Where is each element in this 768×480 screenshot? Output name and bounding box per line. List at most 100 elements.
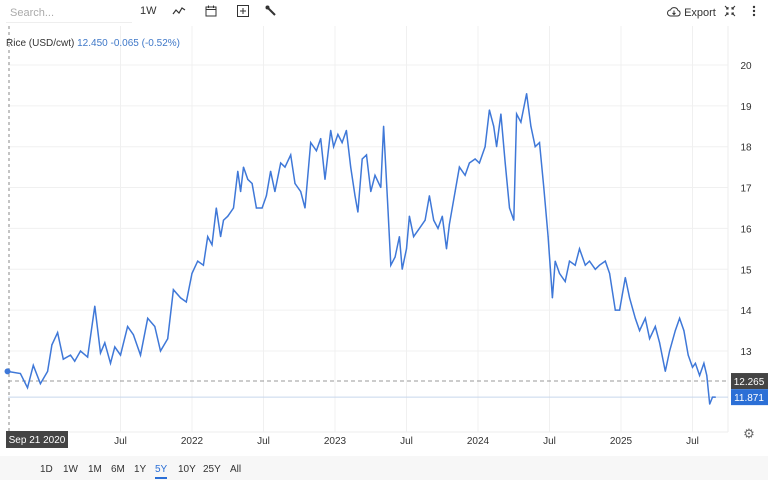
export-button[interactable]: Export: [667, 6, 716, 19]
data-point: [543, 186, 545, 189]
data-point: [568, 260, 571, 262]
data-point: [614, 309, 616, 311]
data-point: [94, 305, 96, 307]
x-tick-label: Jul: [257, 436, 270, 447]
x-tick-label: 2023: [324, 436, 347, 447]
y-tick-label: 15: [740, 265, 752, 276]
range-10y[interactable]: 10Y: [178, 464, 196, 475]
y-tick-label: 19: [740, 102, 752, 113]
range-1y[interactable]: 1Y: [134, 464, 147, 475]
data-point: [458, 166, 461, 168]
data-point: [154, 325, 156, 328]
chart-type-line-icon[interactable]: [172, 5, 186, 20]
calendar-icon[interactable]: [205, 5, 217, 20]
data-point: [474, 158, 476, 160]
data-point: [554, 260, 556, 262]
price-chart[interactable]: 13 14 15 16 17 18 19 20 Jul 2022 Jul 2023 Jul 2024 Jul…: [0, 26, 768, 456]
data-point: [520, 121, 522, 123]
data-point: [159, 350, 162, 352]
data-point: [706, 374, 708, 377]
y-tick-label: 13: [740, 347, 752, 358]
data-point: [504, 162, 506, 164]
data-point: [500, 113, 502, 115]
export-label: Export: [684, 7, 716, 19]
chart-legend: Rice (USD/cwt) 12.450 -0.065 (-0.52%): [6, 38, 180, 49]
data-point: [109, 362, 112, 364]
data-point: [380, 186, 382, 189]
data-point: [320, 137, 322, 140]
data-point: [220, 235, 222, 238]
data-point: [530, 125, 532, 127]
data-point: [300, 191, 302, 193]
data-point: [654, 325, 656, 328]
data-point: [104, 342, 106, 344]
data-point: [424, 219, 426, 221]
data-point: [413, 235, 415, 238]
price-line: [7, 93, 716, 405]
range-1w[interactable]: 1W: [63, 464, 78, 475]
data-point: [207, 235, 209, 238]
data-point: [547, 235, 549, 238]
data-point: [172, 289, 175, 291]
range-1m[interactable]: 1M: [88, 464, 102, 475]
data-point: [387, 207, 389, 209]
data-point: [454, 191, 456, 193]
data-point: [46, 370, 49, 373]
data-point: [222, 219, 225, 221]
data-point: [401, 268, 403, 270]
data-point: [99, 352, 102, 354]
data-point: [709, 403, 711, 405]
range-25y[interactable]: 25Y: [203, 464, 221, 475]
data-point: [350, 166, 352, 168]
data-point: [127, 325, 129, 328]
data-point: [624, 276, 626, 279]
range-1d[interactable]: 1D: [40, 464, 53, 475]
x-tick-label: Jul: [114, 436, 127, 447]
x-tick-label: 2025: [610, 436, 633, 447]
data-point: [237, 170, 239, 172]
data-point: [508, 207, 511, 209]
settings-gear-icon[interactable]: ⚙: [743, 426, 755, 441]
data-point: [19, 372, 21, 375]
data-point: [703, 362, 705, 364]
data-point: [79, 350, 82, 352]
data-point: [185, 301, 187, 303]
data-point: [604, 260, 606, 262]
legend-price: 12.450: [77, 38, 108, 49]
fullscreen-icon[interactable]: [724, 5, 736, 20]
data-point: [649, 338, 651, 340]
data-point: [280, 162, 282, 164]
wrench-icon[interactable]: [265, 5, 277, 20]
range-5y[interactable]: 5Y: [155, 464, 168, 479]
data-point: [644, 317, 646, 319]
data-point: [390, 264, 392, 266]
x-tick-label: 2022: [181, 436, 204, 447]
search-input[interactable]: [6, 4, 132, 23]
data-point: [437, 227, 439, 230]
data-point: [628, 297, 631, 299]
data-point: [370, 191, 372, 193]
data-point: [638, 329, 641, 332]
data-point: [211, 244, 213, 246]
range-6m[interactable]: 6M: [111, 464, 125, 475]
data-point: [588, 260, 591, 262]
data-point: [32, 364, 34, 366]
data-point: [202, 264, 205, 266]
data-point: [669, 350, 671, 352]
more-menu-icon[interactable]: [752, 5, 756, 20]
data-point: [564, 280, 566, 283]
data-point: [408, 215, 410, 217]
add-indicator-icon[interactable]: [237, 5, 249, 20]
y-tick-label: 17: [740, 184, 752, 195]
data-point: [464, 174, 466, 176]
data-point: [87, 356, 89, 358]
data-point: [484, 146, 486, 148]
data-point: [365, 154, 368, 156]
data-point: [294, 182, 296, 185]
y-tick-label: 18: [740, 143, 752, 154]
data-point: [699, 374, 701, 377]
data-point: [558, 272, 561, 274]
interval-selector[interactable]: 1W: [140, 5, 157, 17]
data-point: [337, 133, 339, 136]
range-all[interactable]: All: [230, 464, 242, 475]
